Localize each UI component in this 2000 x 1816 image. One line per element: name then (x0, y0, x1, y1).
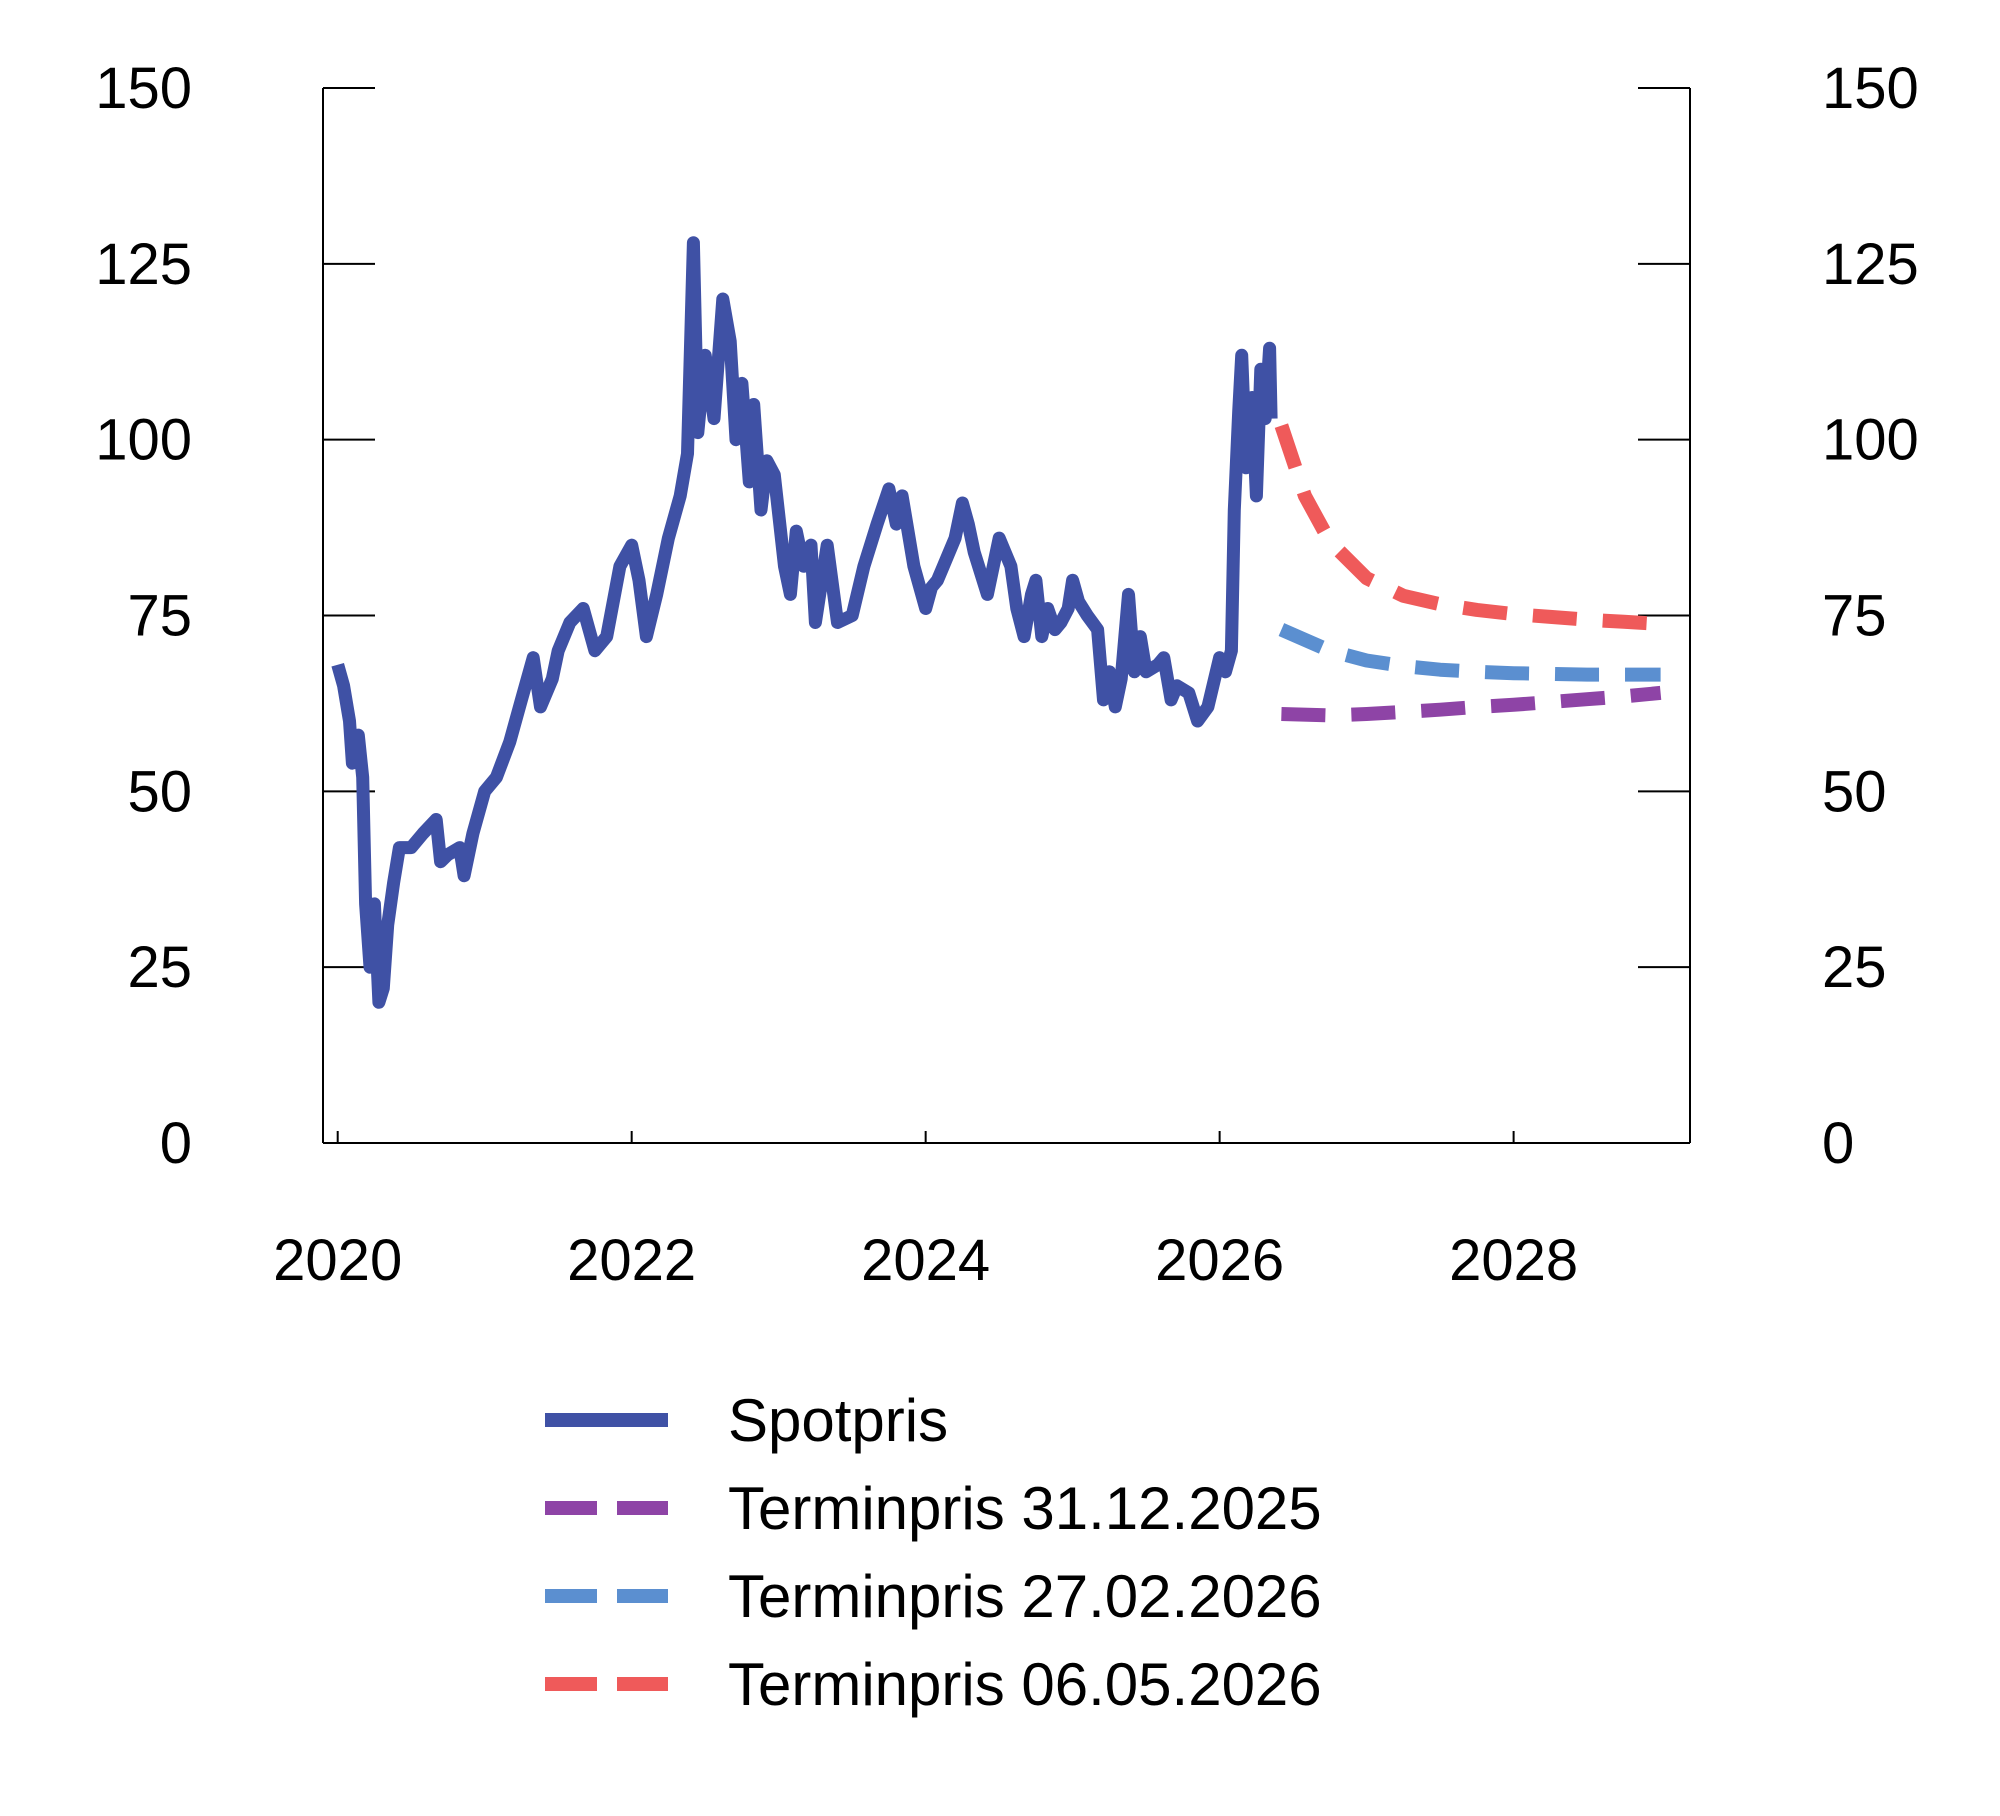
right-y-tick-label: 100 (1822, 408, 1919, 473)
left-y-tick-label: 125 (95, 232, 192, 297)
right-y-tick-label: 50 (1822, 759, 1887, 824)
series-line-spotpris (331, 236, 1278, 1009)
right-y-tick-label: 25 (1822, 935, 1887, 1000)
legend-label-spotpris: Spotpris (728, 1387, 948, 1454)
x-tick-label: 2022 (567, 1228, 696, 1293)
right-y-tick-label: 0 (1822, 1111, 1854, 1176)
x-tick-label: 2020 (273, 1228, 402, 1293)
left-y-tick-label: 100 (95, 408, 192, 473)
x-tick-label: 2024 (861, 1228, 990, 1293)
series-line-terminpris-27-02-2026 (1278, 623, 1661, 682)
right-y-tick-label: 125 (1822, 232, 1919, 297)
series-line-terminpris-31-12-2025 (1281, 685, 1662, 723)
legend: Spotpris Terminpris 31.12.2025 Terminpris … (545, 1387, 1322, 1718)
axes: 0 0 25 25 50 50 75 75 100 100 125 125 150 150 2020 2022… (95, 56, 1919, 1293)
legend-label-terminpris-27-02-2026: Terminpris 27.02.2026 (728, 1563, 1322, 1630)
series-layer (331, 236, 1662, 1009)
legend-label-terminpris-06-05-2026: Terminpris 06.05.2026 (728, 1651, 1322, 1718)
legend-label-terminpris-31-12-2025: Terminpris 31.12.2025 (728, 1475, 1322, 1542)
series-line-terminpris-06-05-2026 (1274, 423, 1661, 631)
left-y-tick-label: 75 (127, 584, 192, 649)
left-y-tick-label: 0 (160, 1111, 192, 1176)
left-y-tick-label: 25 (127, 935, 192, 1000)
x-tick-label: 2026 (1155, 1228, 1284, 1293)
left-y-tick-label: 50 (127, 759, 192, 824)
right-y-tick-label: 150 (1822, 56, 1919, 121)
left-y-tick-label: 150 (95, 56, 192, 121)
right-y-tick-label: 75 (1822, 584, 1887, 649)
x-tick-label: 2028 (1449, 1228, 1578, 1293)
